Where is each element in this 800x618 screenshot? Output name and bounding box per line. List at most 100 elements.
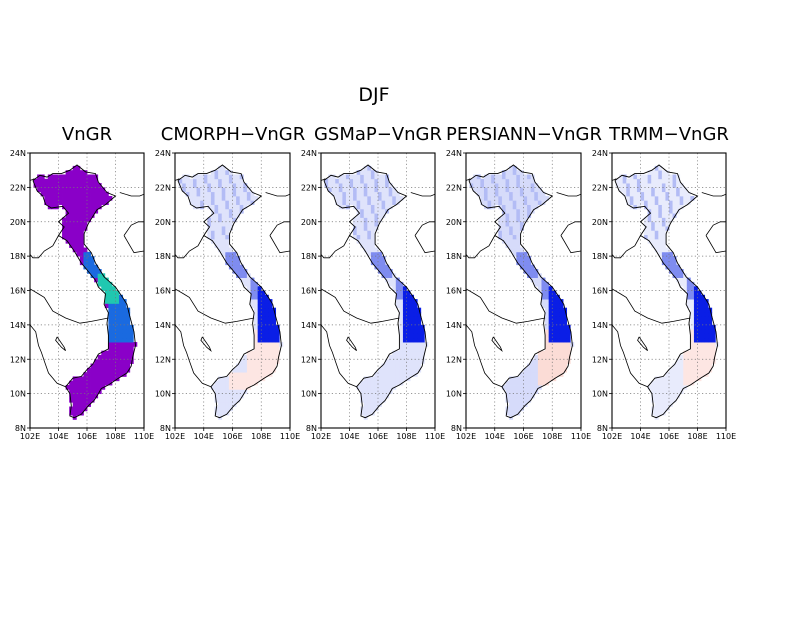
field-cell — [328, 187, 333, 193]
field-cell — [559, 329, 564, 334]
field-cell — [563, 337, 568, 343]
field-cell — [559, 367, 564, 373]
field-cell — [221, 234, 226, 240]
field-cell — [563, 320, 568, 326]
field-cell — [534, 376, 539, 382]
field-cell — [232, 187, 237, 193]
field-cell — [264, 320, 269, 326]
field-cell — [122, 329, 127, 334]
field-cell — [693, 363, 698, 369]
field-cell — [622, 174, 627, 180]
field-cell — [374, 178, 379, 184]
field-cell — [683, 380, 688, 386]
field-cell — [87, 251, 91, 257]
field-cell — [385, 195, 390, 201]
field-cell — [72, 230, 77, 236]
field-cell — [388, 372, 393, 377]
field-cell — [413, 320, 418, 326]
field-cell — [530, 183, 535, 188]
field-cell — [243, 183, 248, 188]
field-cell — [385, 380, 390, 386]
field-cell — [374, 183, 379, 188]
field-cell — [505, 213, 510, 218]
field-cell — [189, 183, 194, 188]
field-cell — [221, 204, 226, 210]
field-cell — [701, 316, 706, 321]
field-cell — [360, 213, 365, 218]
field-cell — [402, 337, 407, 343]
lat-tick-label: 14N — [10, 321, 26, 330]
field-cell — [512, 208, 517, 214]
field-cell — [640, 187, 645, 193]
field-cell — [661, 200, 666, 205]
field-cell — [94, 359, 99, 364]
field-cell — [505, 238, 510, 244]
lon-tick-label: 110E — [571, 432, 591, 441]
field-cell — [672, 208, 677, 214]
field-cell — [410, 294, 415, 300]
field-cell — [79, 389, 84, 395]
field-cell — [360, 385, 365, 390]
field-cell — [534, 372, 539, 377]
field-cell — [214, 389, 219, 395]
field-cell — [509, 238, 514, 244]
field-cell — [541, 281, 546, 287]
field-cell — [72, 165, 77, 171]
field-cell — [115, 324, 120, 330]
field-cell — [97, 195, 102, 201]
field-cell — [83, 208, 88, 214]
field-cell — [665, 372, 670, 377]
field-cell — [417, 324, 422, 330]
field-cell — [523, 204, 528, 210]
field-cell — [399, 359, 404, 364]
field-cell — [690, 286, 695, 291]
field-cell — [406, 299, 411, 304]
map-gridlines — [321, 153, 435, 428]
lat-tick-label: 24N — [10, 149, 26, 158]
field-cell — [402, 350, 407, 356]
field-cell — [527, 380, 532, 386]
field-cell — [509, 174, 514, 180]
field-cell — [676, 178, 681, 184]
field-cell — [509, 393, 514, 399]
field-cell — [363, 213, 368, 218]
field-cell — [410, 299, 415, 304]
field-cell — [552, 342, 557, 347]
field-cell — [552, 337, 557, 343]
field-cell — [353, 195, 358, 201]
field-cell — [207, 183, 212, 188]
field-cell — [236, 372, 241, 377]
lat-tick-label: 10N — [446, 390, 462, 399]
field-cell — [261, 307, 266, 313]
field-cell — [530, 385, 535, 390]
field-cell — [338, 191, 343, 197]
field-cell — [338, 187, 343, 193]
field-cell — [686, 277, 691, 283]
field-cell — [94, 393, 99, 399]
field-cell — [530, 380, 535, 386]
field-cell — [108, 372, 113, 377]
field-cell — [676, 269, 681, 274]
field-cell — [523, 187, 528, 193]
field-cell — [218, 204, 223, 210]
field-cell — [65, 226, 70, 231]
field-cell — [530, 200, 535, 205]
field-cell — [644, 195, 649, 201]
field-cell — [257, 299, 262, 304]
field-cell — [374, 402, 379, 407]
field-cell — [214, 200, 219, 205]
field-cell — [207, 187, 212, 193]
field-cell — [559, 324, 564, 330]
field-cell — [228, 402, 233, 407]
field-cell — [406, 372, 411, 377]
field-cell — [420, 346, 425, 352]
field-cell — [406, 294, 411, 300]
field-cell — [473, 187, 478, 193]
field-cell — [690, 342, 695, 347]
field-cell — [552, 303, 557, 309]
field-cell — [410, 367, 415, 373]
field-cell — [622, 178, 627, 184]
field-cell — [537, 350, 542, 356]
field-cell — [672, 273, 677, 279]
field-cell — [115, 333, 120, 339]
